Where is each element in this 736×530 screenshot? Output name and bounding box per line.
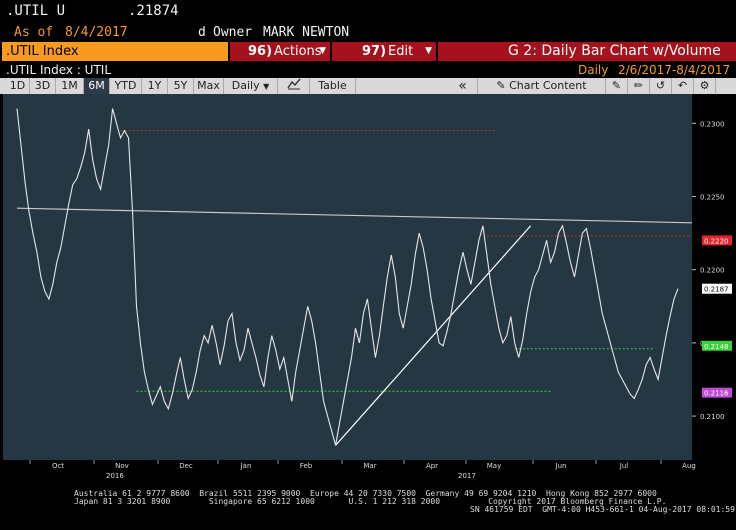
sub-bar: .UTIL Index : UTIL Daily 2/6/2017-8/4/20… [0, 62, 736, 78]
x-tick-label-7: May [487, 462, 501, 470]
price-chart[interactable] [3, 94, 694, 460]
edit-label: Edit [388, 44, 414, 59]
collapse-icon[interactable]: « [448, 78, 478, 94]
price-tag-label-1: 0.2187 [704, 286, 729, 294]
gear-icon[interactable]: ⚙ [694, 78, 716, 94]
chart-title: G 2: Daily Bar Chart w/Volume [438, 42, 736, 61]
last-price: .21874 [128, 3, 179, 19]
price-tag-3 [702, 387, 732, 398]
security-label: .UTIL Index : UTIL [6, 63, 112, 77]
y-tick-label-1: 0.2250 [700, 193, 725, 201]
chart-toolbar: 1D 3D 1M 6M YTD 1Y 5Y Max Daily ▼ Table … [0, 78, 736, 94]
range-max-button[interactable]: Max [194, 78, 224, 94]
trendline-1[interactable] [335, 225, 532, 446]
price-tag-0 [702, 235, 732, 246]
pencil-icon: ✎ [496, 79, 506, 92]
owner-prefix: d [198, 25, 206, 40]
x-tick-label-10: Aug [682, 462, 696, 470]
actions-number: 96) [248, 44, 273, 59]
y-tick-label-0: 0.2300 [700, 120, 725, 128]
x-tick-label-8: Jun [555, 462, 567, 470]
x-tick-label-3: Jan [240, 462, 252, 470]
period-label: Daily [578, 63, 609, 77]
settings-icon[interactable]: ✎ [606, 78, 628, 94]
range-1d-button[interactable]: 1D [6, 78, 30, 94]
x-tick-label-9: Jul [619, 462, 629, 470]
x-tick-label-1: Nov [115, 462, 129, 470]
footer: Australia 61 2 9777 8600 Brazil 5511 239… [0, 488, 736, 530]
price-tag-label-0: 0.2220 [704, 237, 729, 245]
asof-date: 8/4/2017 [65, 25, 128, 40]
year-label-0: 2016 [106, 472, 124, 480]
range-1m-button[interactable]: 1M [56, 78, 84, 94]
header-row-ticker: .UTIL U .21874 [0, 0, 736, 22]
chart-content-label: Chart Content [509, 79, 587, 92]
table-button[interactable]: Table [310, 78, 356, 94]
price-tag-label-3: 0.2116 [704, 390, 729, 398]
trendline-0[interactable] [16, 207, 694, 224]
range-1y-button[interactable]: 1Y [142, 78, 168, 94]
footer-line-1: Australia 61 2 9777 8600 Brazil 5511 239… [74, 489, 657, 498]
footer-line-2: Japan 81 3 3201 8900 Singapore 65 6212 1… [74, 497, 667, 506]
frequency-value: Daily [231, 79, 260, 92]
header-row-asof: As of 8/4/2017 d Owner MARK NEWTON [0, 22, 736, 42]
frequency-dropdown[interactable]: Daily ▼ [224, 78, 278, 94]
chart-content-button[interactable]: ✎ Chart Content [478, 78, 606, 94]
price-tag-2 [702, 340, 732, 351]
chevron-down-icon: ▼ [425, 46, 432, 56]
actions-menu-button[interactable]: 96) Actions ▼ [230, 42, 330, 61]
x-tick-label-0: Oct [52, 462, 64, 470]
asof-label: As of [14, 25, 54, 40]
back-arrow-icon[interactable]: ↺ [650, 78, 672, 94]
menu-bar: .UTIL Index 96) Actions ▼ 97) Edit ▼ G 2: … [0, 42, 736, 62]
range-ytd-button[interactable]: YTD [110, 78, 142, 94]
undo-icon[interactable]: ↶ [672, 78, 694, 94]
price-tag-label-2: 0.2148 [704, 343, 729, 351]
edit-number: 97) [362, 44, 387, 59]
footer-line-3: SN 461759 EDT GMT-4:00 H453-661-1 04-Aug… [470, 505, 735, 514]
x-tick-label-2: Dec [179, 462, 193, 470]
x-axis: Oct Nov Dec Jan Feb Mar Apr May Jun Jul Aug 2016 201… [0, 460, 736, 488]
x-tick-label-5: Mar [363, 462, 376, 470]
owner-name[interactable]: MARK NEWTON [263, 25, 350, 40]
y-tick-label-2: 0.2200 [700, 267, 725, 275]
line-draw-icon[interactable] [278, 78, 310, 94]
owner-label: Owner [213, 25, 253, 40]
actions-label: Actions [274, 44, 322, 59]
date-range[interactable]: 2/6/2017-8/4/2017 [618, 63, 731, 77]
y-axis: 0.23000.22500.22000.21500.21000.22200.21… [692, 94, 736, 460]
chevron-down-icon: ▼ [319, 46, 326, 56]
security-index-field[interactable]: .UTIL Index [2, 42, 228, 61]
y-tick-label-4: 0.2100 [700, 413, 725, 421]
price-tag-1 [702, 283, 732, 294]
range-6m-button[interactable]: 6M [84, 78, 110, 94]
range-5y-button[interactable]: 5Y [168, 78, 194, 94]
ticker: .UTIL U [6, 3, 66, 19]
year-label-1: 2017 [458, 472, 476, 480]
x-tick-label-4: Feb [300, 462, 313, 470]
chevron-down-icon: ▼ [263, 82, 270, 91]
price-line[interactable] [16, 108, 679, 446]
chart-area[interactable] [3, 94, 694, 460]
pencil-icon[interactable]: ✏ [628, 78, 650, 94]
x-tick-label-6: Apr [426, 462, 438, 470]
edit-menu-button[interactable]: 97) Edit ▼ [332, 42, 436, 61]
range-3d-button[interactable]: 3D [30, 78, 56, 94]
